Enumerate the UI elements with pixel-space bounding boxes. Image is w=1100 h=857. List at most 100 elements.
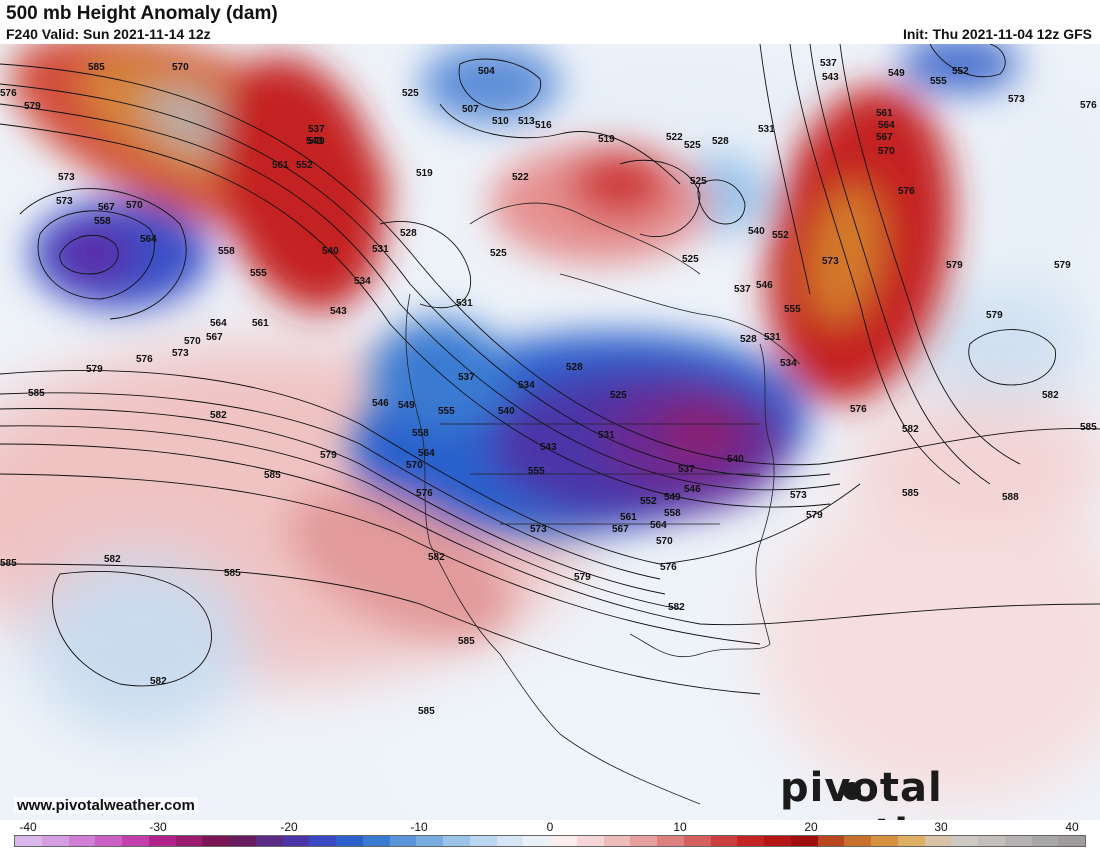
contour-label: 531 xyxy=(758,124,775,135)
contour-label: 540 xyxy=(727,454,744,465)
contour-label: 507 xyxy=(462,104,479,115)
contour-label: 570 xyxy=(406,460,423,471)
contour-label: 522 xyxy=(512,172,529,183)
contour-label: 582 xyxy=(104,554,121,565)
contour-label: 519 xyxy=(598,134,615,145)
contour-label: 546 xyxy=(684,484,701,495)
contour-label: 579 xyxy=(320,450,337,461)
contour-label: 585 xyxy=(88,62,105,73)
contour-label: 555 xyxy=(784,304,801,315)
anomaly-map[interactable]: 585 570 576 579 537 543 549 561 552 504 … xyxy=(0,44,1100,820)
height-contours xyxy=(0,44,1100,695)
anomaly-features xyxy=(10,44,1020,639)
contour-label: 537 xyxy=(678,464,695,475)
colorbar-cell xyxy=(122,836,149,846)
colorbar-cell xyxy=(523,836,550,846)
contour-label: 570 xyxy=(878,146,895,157)
contour-label: 513 xyxy=(518,116,535,127)
contour-label: 570 xyxy=(172,62,189,73)
colorbar-tick-label: 10 xyxy=(673,820,687,834)
contour-label: 585 xyxy=(902,488,919,499)
map-canvas: 585 570 576 579 537 543 549 561 552 504 … xyxy=(0,44,1100,820)
contour-label: 582 xyxy=(902,424,919,435)
contour-label: 522 xyxy=(666,132,683,143)
contour-label: 582 xyxy=(210,410,227,421)
contour-label: 552 xyxy=(640,496,657,507)
colorbar-cell xyxy=(15,836,42,846)
contour-label: 567 xyxy=(876,132,893,143)
valid-time: F240 Valid: Sun 2021-11-14 12z xyxy=(6,26,211,42)
contour-label: 537 xyxy=(820,58,837,69)
colorbar-cell xyxy=(817,836,845,846)
colorbar-cell xyxy=(897,836,925,846)
contour-label: 537 xyxy=(734,284,751,295)
colorbar-cell xyxy=(576,836,604,846)
contour-label: 579 xyxy=(1054,260,1071,271)
contour-label: 576 xyxy=(850,404,867,415)
colorbar-cell xyxy=(790,836,818,846)
contour-label: 561 xyxy=(272,160,289,171)
contour-label: 561 xyxy=(876,108,893,119)
colorbar-cell xyxy=(255,836,283,846)
contour-label: 573 xyxy=(790,490,807,501)
contour-label: 585 xyxy=(458,636,475,647)
colorbar-tick-label: -20 xyxy=(280,820,298,834)
colorbar-cell xyxy=(469,836,497,846)
contour-label: 576 xyxy=(660,562,677,573)
contour-label: 540 xyxy=(498,406,515,417)
contour-label: 543 xyxy=(330,306,347,317)
contour-label: 564 xyxy=(650,520,667,531)
contour-label: 585 xyxy=(0,558,17,569)
contour-label: 576 xyxy=(0,88,17,99)
colorbar-cell xyxy=(630,836,657,846)
contour-label: 570 xyxy=(656,536,673,547)
contour-label: 579 xyxy=(86,364,103,375)
colorbar-labels: -40 -30 -20 -10 0 10 20 30 40 xyxy=(0,820,1100,834)
contour-label: 585 xyxy=(418,706,435,717)
contour-label: 528 xyxy=(740,334,757,345)
colorbar-cell xyxy=(710,836,738,846)
colorbar-cell xyxy=(389,836,417,846)
colorbar-cell xyxy=(1004,836,1032,846)
contour-label: 585 xyxy=(28,388,45,399)
contour-label: 558 xyxy=(412,428,429,439)
colorbar-cell xyxy=(951,836,978,846)
contour-label: 561 xyxy=(620,512,637,523)
colorbar-cell xyxy=(41,836,69,846)
colorbar-tick-label: 40 xyxy=(1065,820,1079,834)
contour-label: 549 xyxy=(664,492,681,503)
contour-label: 579 xyxy=(806,510,823,521)
contour-label: 525 xyxy=(690,176,707,187)
contour-label: 528 xyxy=(400,228,417,239)
contour-label: 564 xyxy=(418,448,435,459)
contour-label: 582 xyxy=(1042,390,1059,401)
contour-label: 555 xyxy=(250,268,267,279)
contour-label: 534 xyxy=(780,358,797,369)
colorbar-tick-label: 30 xyxy=(934,820,948,834)
contour-label: 552 xyxy=(952,66,969,77)
contour-label: 576 xyxy=(1080,100,1097,111)
contour-label: 519 xyxy=(416,168,433,179)
contour-label: 543 xyxy=(822,72,839,83)
colorbar-cell xyxy=(336,836,363,846)
colorbar-cell xyxy=(871,836,898,846)
colorbar-cell xyxy=(764,836,791,846)
contour-label: 567 xyxy=(98,202,115,213)
colorbar-tick-label: -30 xyxy=(149,820,167,834)
colorbar-tick-label: 0 xyxy=(546,820,554,834)
contour-label: 555 xyxy=(930,76,947,87)
contour-label: 531 xyxy=(456,298,473,309)
contour-label: 540 xyxy=(322,246,339,257)
contour-label: 573 xyxy=(56,196,73,207)
contour-label: 543 xyxy=(306,136,323,147)
contour-label: 576 xyxy=(416,488,433,499)
colorbar-cell xyxy=(657,836,684,846)
contour-label: 534 xyxy=(518,380,535,391)
contour-label: 564 xyxy=(878,120,895,131)
colorbar-cell xyxy=(683,836,711,846)
contour-label: 573 xyxy=(822,256,839,267)
contour-label: 561 xyxy=(252,318,269,329)
contour-label: 531 xyxy=(372,244,389,255)
website-url[interactable]: www.pivotalweather.com xyxy=(14,797,198,814)
contour-label: 582 xyxy=(428,552,445,563)
